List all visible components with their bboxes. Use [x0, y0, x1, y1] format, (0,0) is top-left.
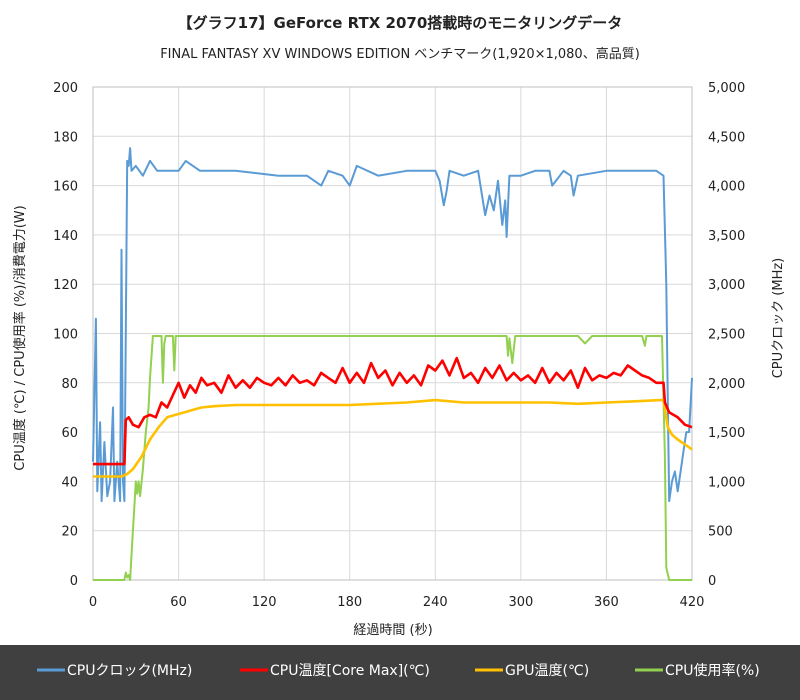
legend-entry: GPU温度(℃)	[505, 663, 589, 679]
x-tick-label: 360	[594, 595, 619, 610]
y-tick-label: 40	[61, 475, 78, 490]
y-axis-left-label: CPU温度 (℃) / CPU使用率 (%)/消費電力(W)	[12, 205, 28, 470]
series-line-3	[93, 335, 692, 581]
x-tick-label: 0	[89, 595, 97, 610]
y2-tick-label: 2,500	[708, 328, 745, 343]
x-axis-ticks: 0 60 120 180 240 300 360 420	[89, 595, 705, 610]
y-tick-label: 60	[61, 426, 78, 441]
y-axis-left-ticks: 0 20 40 60 80 100 120 140 160 180 200	[53, 81, 78, 589]
x-tick-label: 300	[508, 595, 533, 610]
y-tick-label: 100	[53, 328, 78, 343]
y-axis-right-ticks: 0 500 1,000 1,500 2,000 2,500 3,000 3,500 4,000 4…	[708, 81, 745, 589]
x-axis-label: 経過時間 (秒)	[353, 623, 432, 638]
y2-tick-label: 3,000	[708, 278, 745, 293]
y2-tick-label: 1,500	[708, 426, 745, 441]
y-tick-label: 0	[70, 574, 78, 589]
y-tick-label: 120	[53, 278, 78, 293]
x-tick-label: 420	[680, 595, 705, 610]
y-tick-label: 200	[53, 81, 78, 96]
x-tick-label: 60	[170, 595, 187, 610]
plot-area	[92, 86, 693, 581]
x-tick-label: 120	[252, 595, 277, 610]
legend-bar	[0, 645, 800, 700]
y-tick-label: 80	[61, 377, 78, 392]
y-axis-right-label: CPUクロック (MHz)	[771, 258, 786, 379]
y2-tick-label: 0	[708, 574, 716, 589]
series-line-2	[93, 398, 693, 478]
series-lines	[92, 147, 693, 581]
chart-subtitle: FINAL FANTASY XV WINDOWS EDITION ベンチマーク(…	[160, 46, 640, 62]
legend-entry: CPUクロック(MHz)	[67, 663, 192, 679]
y-tick-label: 20	[61, 525, 78, 540]
y-tick-label: 140	[53, 229, 78, 244]
x-tick-label: 240	[423, 595, 448, 610]
series-line-1	[93, 356, 693, 466]
y2-tick-label: 5,000	[708, 81, 745, 96]
y2-tick-label: 4,500	[708, 130, 745, 145]
series-line-0	[92, 147, 693, 503]
y2-tick-label: 4,000	[708, 180, 745, 195]
y2-tick-label: 3,500	[708, 229, 745, 244]
y2-tick-label: 1,000	[708, 475, 745, 490]
y-tick-label: 160	[53, 180, 78, 195]
legend: CPUクロック(MHz) CPU温度[Core Max](℃) GPU温度(℃) CP…	[37, 662, 760, 679]
y2-tick-label: 500	[708, 525, 733, 540]
chart-title: 【グラフ17】GeForce RTX 2070搭載時のモニタリングデータ	[178, 14, 623, 32]
y-tick-label: 180	[53, 130, 78, 145]
legend-entry: CPU温度[Core Max](℃)	[270, 663, 430, 679]
x-tick-label: 180	[337, 595, 362, 610]
y2-tick-label: 2,000	[708, 377, 745, 392]
legend-entry: CPU使用率(%)	[665, 662, 760, 679]
